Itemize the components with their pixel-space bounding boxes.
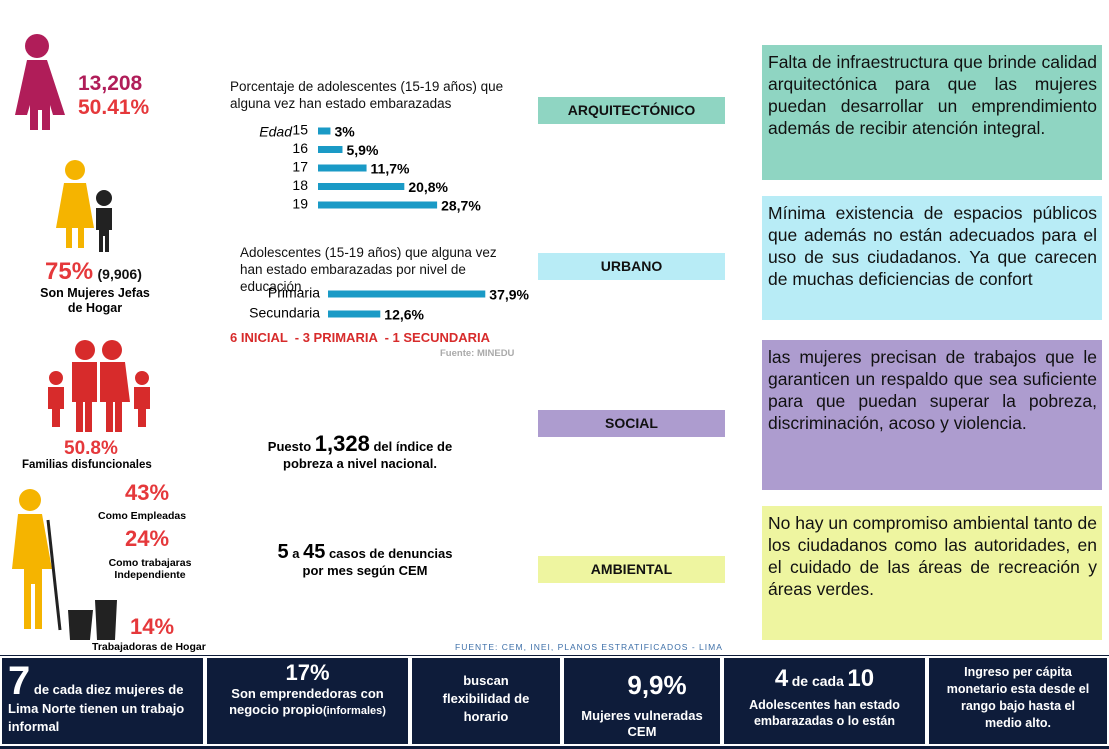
- bar: [328, 310, 381, 318]
- category-label: 17: [292, 159, 308, 175]
- footer-vuln: 9,9% Mujeres vulneradas CEM: [562, 656, 722, 746]
- job-pct: 14%: [130, 614, 175, 639]
- job-label: Como trabajaras Independiente: [108, 557, 192, 581]
- women-count: 13,208: [78, 72, 143, 95]
- mother-child-icon: [56, 160, 112, 252]
- aspect-label: SOCIAL: [538, 410, 725, 437]
- aspect-label: AMBIENTAL: [538, 556, 725, 583]
- preg-mid: de cada: [791, 673, 844, 689]
- complaints-a: 5: [277, 541, 289, 563]
- income-text: Ingreso per cápita monetario esta desde …: [946, 665, 1090, 730]
- bar: [318, 183, 405, 190]
- entre-text: Son emprendedoras con negocio propio: [229, 686, 384, 717]
- complaints: 5 a 45 casos de denuncias por mes según …: [265, 541, 465, 579]
- family-icon: [48, 340, 150, 432]
- bar: [328, 290, 486, 298]
- poverty-pre: Puesto: [267, 439, 312, 454]
- value-label: 37,9%: [489, 287, 529, 303]
- value-label: 11,7%: [371, 161, 410, 177]
- icons: [12, 34, 150, 640]
- footer-income: Ingreso per cápita monetario esta desde …: [927, 656, 1109, 746]
- complaints-b: 45: [303, 541, 326, 563]
- source: FUENTE: CEM, INEI, PLANOS ESTRATIFICADOS…: [455, 642, 723, 652]
- value-label: 12,6%: [384, 307, 424, 323]
- age-chart-title: Porcentaje de adolescentes (15-19 años) …: [230, 79, 504, 111]
- education-chart-title: Adolescentes (15-19 años) que alguna vez…: [240, 245, 497, 294]
- head-pct: 75%: [45, 258, 94, 285]
- entre-note: (informales): [322, 705, 386, 717]
- aspect-label: ARQUITECTÓNICO: [538, 97, 725, 124]
- cleaning-icon: [12, 489, 117, 640]
- aspect-text: Falta de infraestructura que brinde cali…: [762, 45, 1102, 180]
- aspect-text: No hay un compromiso ambiental tanto de …: [762, 506, 1102, 640]
- family-label: Familias disfuncionales: [22, 459, 152, 471]
- category-label: 19: [292, 196, 308, 212]
- bar: [318, 164, 367, 172]
- informal-num: 7: [8, 659, 31, 703]
- value-label: 20,8%: [408, 179, 448, 195]
- bar: [318, 201, 438, 209]
- flex-text: buscan flexibilidad de horario: [442, 673, 530, 724]
- head-label: Son Mujeres Jefas de Hogar: [40, 286, 150, 315]
- informal-text: de cada diez mujeres de Lima Norte tiene…: [8, 682, 185, 734]
- footer-entre: 17% Son emprendedoras con negocio propio(…: [205, 656, 410, 746]
- poverty-num: 1,328: [314, 431, 370, 456]
- aspect-text: Mínima existencia de espacios públicos q…: [762, 196, 1102, 320]
- aspect-label: URBANO: [538, 253, 725, 280]
- axis-label: Edad: [259, 124, 293, 140]
- family-pct: 50.8%: [64, 438, 118, 459]
- woman-icon: [15, 34, 65, 130]
- footer-flex: buscan flexibilidad de horario: [410, 656, 562, 746]
- head-count: (9,906): [97, 266, 142, 282]
- job-label: Como Empleadas: [98, 510, 187, 522]
- preg-text: Adolescentes han estado embarazadas o lo…: [749, 698, 900, 728]
- complaints-post: casos de denuncias por mes según CEM: [302, 546, 460, 578]
- value-label: 28,7%: [441, 198, 481, 214]
- vuln-pct: 9,9%: [627, 670, 687, 700]
- schools: 6 INICIAL - 3 PRIMARIA - 1 SECUNDARIA: [230, 330, 491, 345]
- bar: [318, 146, 343, 153]
- bar-charts: Edad 15 3% 16 5,9% 17 11,7% 18 20,8% 19 28,7% Prima…: [249, 122, 529, 323]
- value-label: 5,9%: [346, 142, 378, 158]
- preg-den: 10: [847, 665, 875, 692]
- job-label: Trabajadoras de Hogar: [92, 641, 206, 653]
- poverty-post: del índice de pobreza a nivel nacional.: [283, 439, 453, 471]
- footer-informal: 7 de cada diez mujeres de Lima Norte tie…: [0, 656, 205, 746]
- category-label: Secundaria: [249, 305, 320, 321]
- category-label: Primaria: [268, 285, 320, 301]
- aspect-text: las mujeres precisan de trabajos que le …: [762, 340, 1102, 490]
- category-label: 15: [292, 122, 308, 138]
- category-label: 16: [292, 140, 308, 156]
- head-stat: 75% (9,906): [45, 258, 142, 286]
- bar: [318, 127, 331, 135]
- poverty: Puesto 1,328 del índice de pobreza a niv…: [255, 433, 465, 472]
- footer-bar: [0, 655, 1109, 749]
- value-label: 3%: [334, 124, 355, 140]
- source-minedu: Fuente: MINEDU: [440, 348, 515, 359]
- entre-pct: 17%: [285, 660, 330, 685]
- job-pct: 24%: [125, 526, 170, 551]
- job-pct: 43%: [125, 480, 170, 505]
- vuln-text: Mujeres vulneradas CEM: [581, 708, 703, 739]
- preg-num: 4: [774, 665, 789, 692]
- complaints-mid: a: [292, 546, 300, 561]
- women-pct: 50.41%: [78, 96, 150, 119]
- footer-preg: 4 de cada 10 Adolescentes han estado emba…: [722, 656, 927, 746]
- category-label: 18: [292, 177, 308, 193]
